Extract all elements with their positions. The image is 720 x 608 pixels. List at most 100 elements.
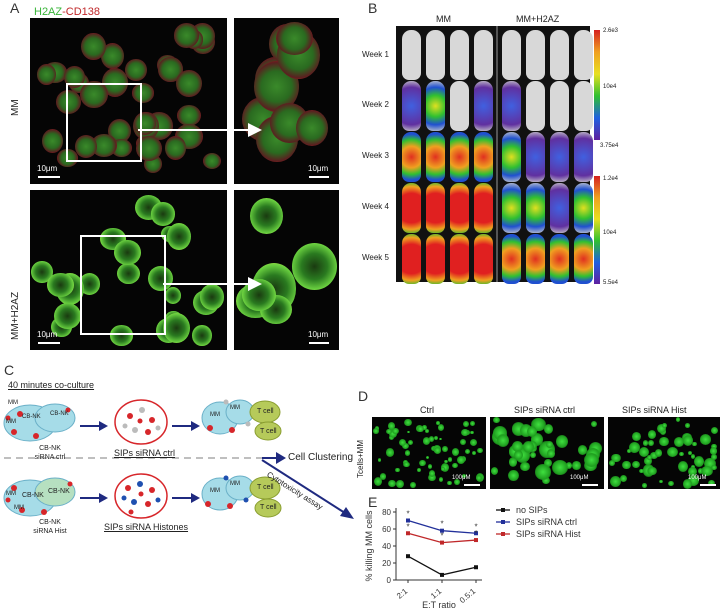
cell-blob: [519, 424, 532, 437]
cell-blob: [373, 476, 382, 486]
cbnk-hist-cluster-lobe: [34, 477, 76, 507]
tcell-label: T cell: [257, 408, 274, 415]
schematic-diagram: [3, 399, 354, 519]
mouse-image: [474, 30, 493, 80]
zoom-arrow-head-top: [248, 123, 262, 137]
mouse-image: [426, 132, 445, 182]
cell-blob: [437, 423, 445, 432]
micrograph-mm-main: 10μm: [30, 18, 227, 184]
cell-blob: [125, 58, 147, 82]
cell-blob: [392, 427, 399, 434]
data-point: [474, 538, 478, 543]
data-point: [440, 540, 444, 545]
mouse-image: [402, 132, 421, 182]
mouse-image: [402, 234, 421, 284]
mouse-image: [574, 132, 593, 182]
col-label-mm: MM: [436, 14, 451, 24]
mm-dot: [227, 503, 233, 509]
colorbar-top: [594, 30, 600, 140]
cell-blob: [465, 449, 471, 454]
sips-dot: [155, 425, 161, 431]
colorbar-top-max: 2.6e3: [603, 28, 619, 34]
cell-blob: [699, 434, 712, 446]
cell-blob: [80, 80, 108, 109]
mm-dot: [5, 415, 11, 421]
cell-blob: [407, 430, 411, 434]
legend-label: no SIPs: [516, 505, 548, 515]
cell-blob: [679, 451, 685, 457]
scale-label: 100μM: [452, 475, 471, 481]
significance-star: *: [440, 532, 443, 541]
cell-blob: [148, 266, 174, 292]
cell-clustering-label: Cell Clustering: [288, 452, 354, 463]
cell-blob: [544, 459, 553, 468]
x-axis-label: E:T ratio: [422, 600, 456, 608]
cell-blob: [276, 21, 314, 55]
legend-label: SIPs siRNA Hist: [516, 529, 581, 539]
cell-blob: [584, 452, 600, 467]
cell-blob: [508, 470, 519, 482]
cell-blob: [250, 198, 283, 235]
cell-blob: [433, 447, 442, 455]
mm-dot: [33, 433, 39, 439]
mouse-image: [450, 30, 469, 80]
sips-dot: [137, 418, 143, 424]
scale-label: 10μm: [308, 164, 329, 173]
scale-label: 10μm: [37, 330, 58, 339]
scale-bar: [38, 342, 60, 344]
significance-star: *: [406, 522, 409, 531]
week-label: Week 2: [362, 100, 389, 109]
cell-blob: [373, 428, 379, 434]
significance-star: *: [474, 529, 477, 538]
sips-dot: [149, 487, 155, 493]
cell-blob: [545, 441, 553, 448]
legend-marker: [501, 532, 505, 536]
cytotoxicity-arrow-shaft: [261, 459, 346, 514]
mouse-image: [474, 183, 493, 233]
sips-dot: [125, 485, 131, 491]
cell-blob: [497, 433, 510, 448]
y-tick-label: 60: [382, 525, 391, 534]
cell-blob: [386, 448, 394, 457]
cell-blob: [463, 420, 469, 427]
mouse-image: [474, 81, 493, 131]
hist-caption-1: CB-NK: [39, 519, 61, 526]
cell-blob: [47, 273, 74, 297]
mouse-image: [426, 234, 445, 284]
scale-label: 100μM: [688, 475, 707, 481]
mouse-image: [474, 132, 493, 182]
zoom-arrow-head-bottom: [248, 277, 262, 291]
cell-blob: [591, 420, 598, 427]
mm-label: MM: [210, 488, 220, 494]
mm-label: MM: [14, 505, 24, 511]
micrograph-mm-h2az-main: 10μm: [30, 190, 227, 350]
mouse-image: [574, 30, 593, 80]
cell-blob: [641, 483, 647, 488]
cell-blob: [622, 460, 631, 469]
mm-dot: [207, 425, 213, 431]
mouse-image: [426, 183, 445, 233]
cell-blob: [476, 474, 483, 481]
fluor-image-sips-ctrl: 100μM: [490, 417, 604, 489]
panel-a-letter: A: [10, 0, 20, 16]
cell-blob: [520, 462, 530, 471]
micrograph-mm-zoom: 10μm: [234, 18, 339, 184]
mouse-image: [574, 234, 593, 284]
cell-blob: [493, 417, 500, 423]
cell-blob: [177, 104, 202, 126]
mouse-image: [550, 30, 569, 80]
cell-blob: [456, 456, 465, 465]
cell-blob: [687, 474, 700, 486]
cell-blob: [683, 434, 694, 446]
mouse-image: [474, 234, 493, 284]
cell-blob: [424, 429, 429, 434]
cell-blob: [462, 473, 467, 478]
cell-blob: [410, 481, 417, 489]
data-point: [406, 554, 410, 559]
fluor-image-sips-hist: 100μM: [608, 417, 720, 489]
cell-blob: [565, 462, 573, 470]
cell-blob: [469, 420, 475, 427]
legend-marker: [501, 508, 505, 512]
d-row-label: Tcells+MM: [356, 420, 370, 490]
sips-dot: [145, 501, 151, 507]
